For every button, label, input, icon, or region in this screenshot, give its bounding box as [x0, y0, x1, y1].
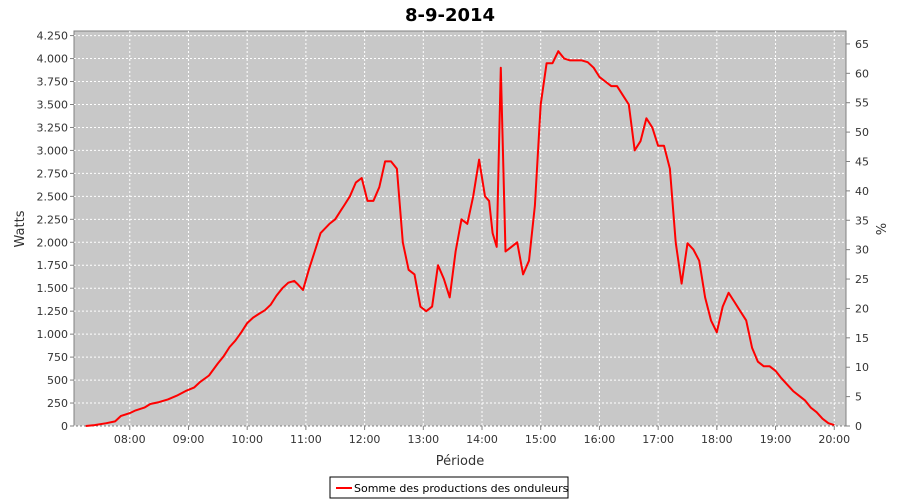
y-tick-label: 500: [47, 374, 68, 387]
x-tick-label: 10:00: [231, 433, 263, 446]
y-axis-right: 0 5 10 15 20 25 30 35 40 45 50 55 60 65: [846, 38, 869, 433]
y2-tick-label: 35: [855, 214, 869, 227]
chart-title: 8-9-2014: [405, 5, 495, 26]
y-tick-label: 3.000: [37, 144, 69, 157]
y2-tick-label: 50: [855, 126, 869, 139]
gridlines: [74, 31, 846, 427]
y-tick-label: 2.500: [37, 190, 69, 203]
y-tick-label: 250: [47, 397, 68, 410]
x-tick-label: 19:00: [760, 433, 792, 446]
legend-box: [329, 476, 569, 499]
y2-axis-label: %: [872, 223, 887, 235]
series-group: [85, 50, 835, 427]
y-axis-left: 0 250 500 750 1.000 1.250 1.500 1.750 2.000 2.250…: [37, 30, 74, 433]
x-tick-label: 18:00: [701, 433, 733, 446]
y2-tick-label: 25: [855, 273, 869, 286]
y-tick-label: 4.250: [37, 30, 69, 43]
x-axis: 08:00 09:00 10:00 11:00 12:00 13:00 14:00 15:00…: [114, 426, 850, 446]
x-tick-label: 20:00: [818, 433, 850, 446]
x-tick-label: 13:00: [407, 433, 439, 446]
x-tick-label: 16:00: [584, 433, 616, 446]
x-tick-label: 09:00: [173, 433, 205, 446]
y-tick-label: 3.500: [37, 98, 69, 111]
x-tick-label: 17:00: [642, 433, 674, 446]
y-tick-label: 3.750: [37, 76, 69, 89]
x-tick-label: 11:00: [290, 433, 322, 446]
x-tick-label: 12:00: [349, 433, 381, 446]
x-tick-label: 15:00: [525, 433, 557, 446]
y-tick-label: 1.000: [37, 328, 69, 341]
y-tick-label: 1.250: [37, 305, 69, 318]
y-tick-label: 2.000: [37, 236, 69, 249]
y-tick-label: 0: [61, 420, 68, 433]
y2-tick-label: 15: [855, 332, 869, 345]
y2-tick-label: 65: [855, 38, 869, 51]
y2-tick-label: 20: [855, 302, 869, 315]
y2-tick-label: 40: [855, 185, 869, 198]
x-axis-label: Période: [436, 454, 485, 469]
legend-label: Somme des productions des onduleurs: [354, 482, 569, 495]
y2-tick-label: 55: [855, 97, 869, 110]
y-tick-label: 2.250: [37, 213, 69, 226]
y-tick-label: 1.750: [37, 259, 69, 272]
y-tick-label: 3.250: [37, 121, 69, 134]
y-tick-label: 2.750: [37, 167, 69, 180]
y2-tick-label: 30: [855, 244, 869, 257]
y-tick-label: 750: [47, 351, 68, 364]
y-tick-label: 4.000: [37, 53, 69, 66]
y2-tick-label: 60: [855, 67, 869, 80]
series-line: [85, 50, 835, 427]
legend: Somme des productions des onduleurs: [329, 476, 569, 499]
x-tick-label: 14:00: [466, 433, 498, 446]
y2-tick-label: 10: [855, 361, 869, 374]
y2-tick-label: 45: [855, 155, 869, 168]
x-tick-label: 08:00: [114, 433, 146, 446]
y-axis-label: Watts: [13, 210, 28, 247]
y2-tick-label: 0: [855, 420, 862, 433]
y-tick-label: 1.500: [37, 282, 69, 295]
y2-tick-label: 5: [855, 391, 862, 404]
